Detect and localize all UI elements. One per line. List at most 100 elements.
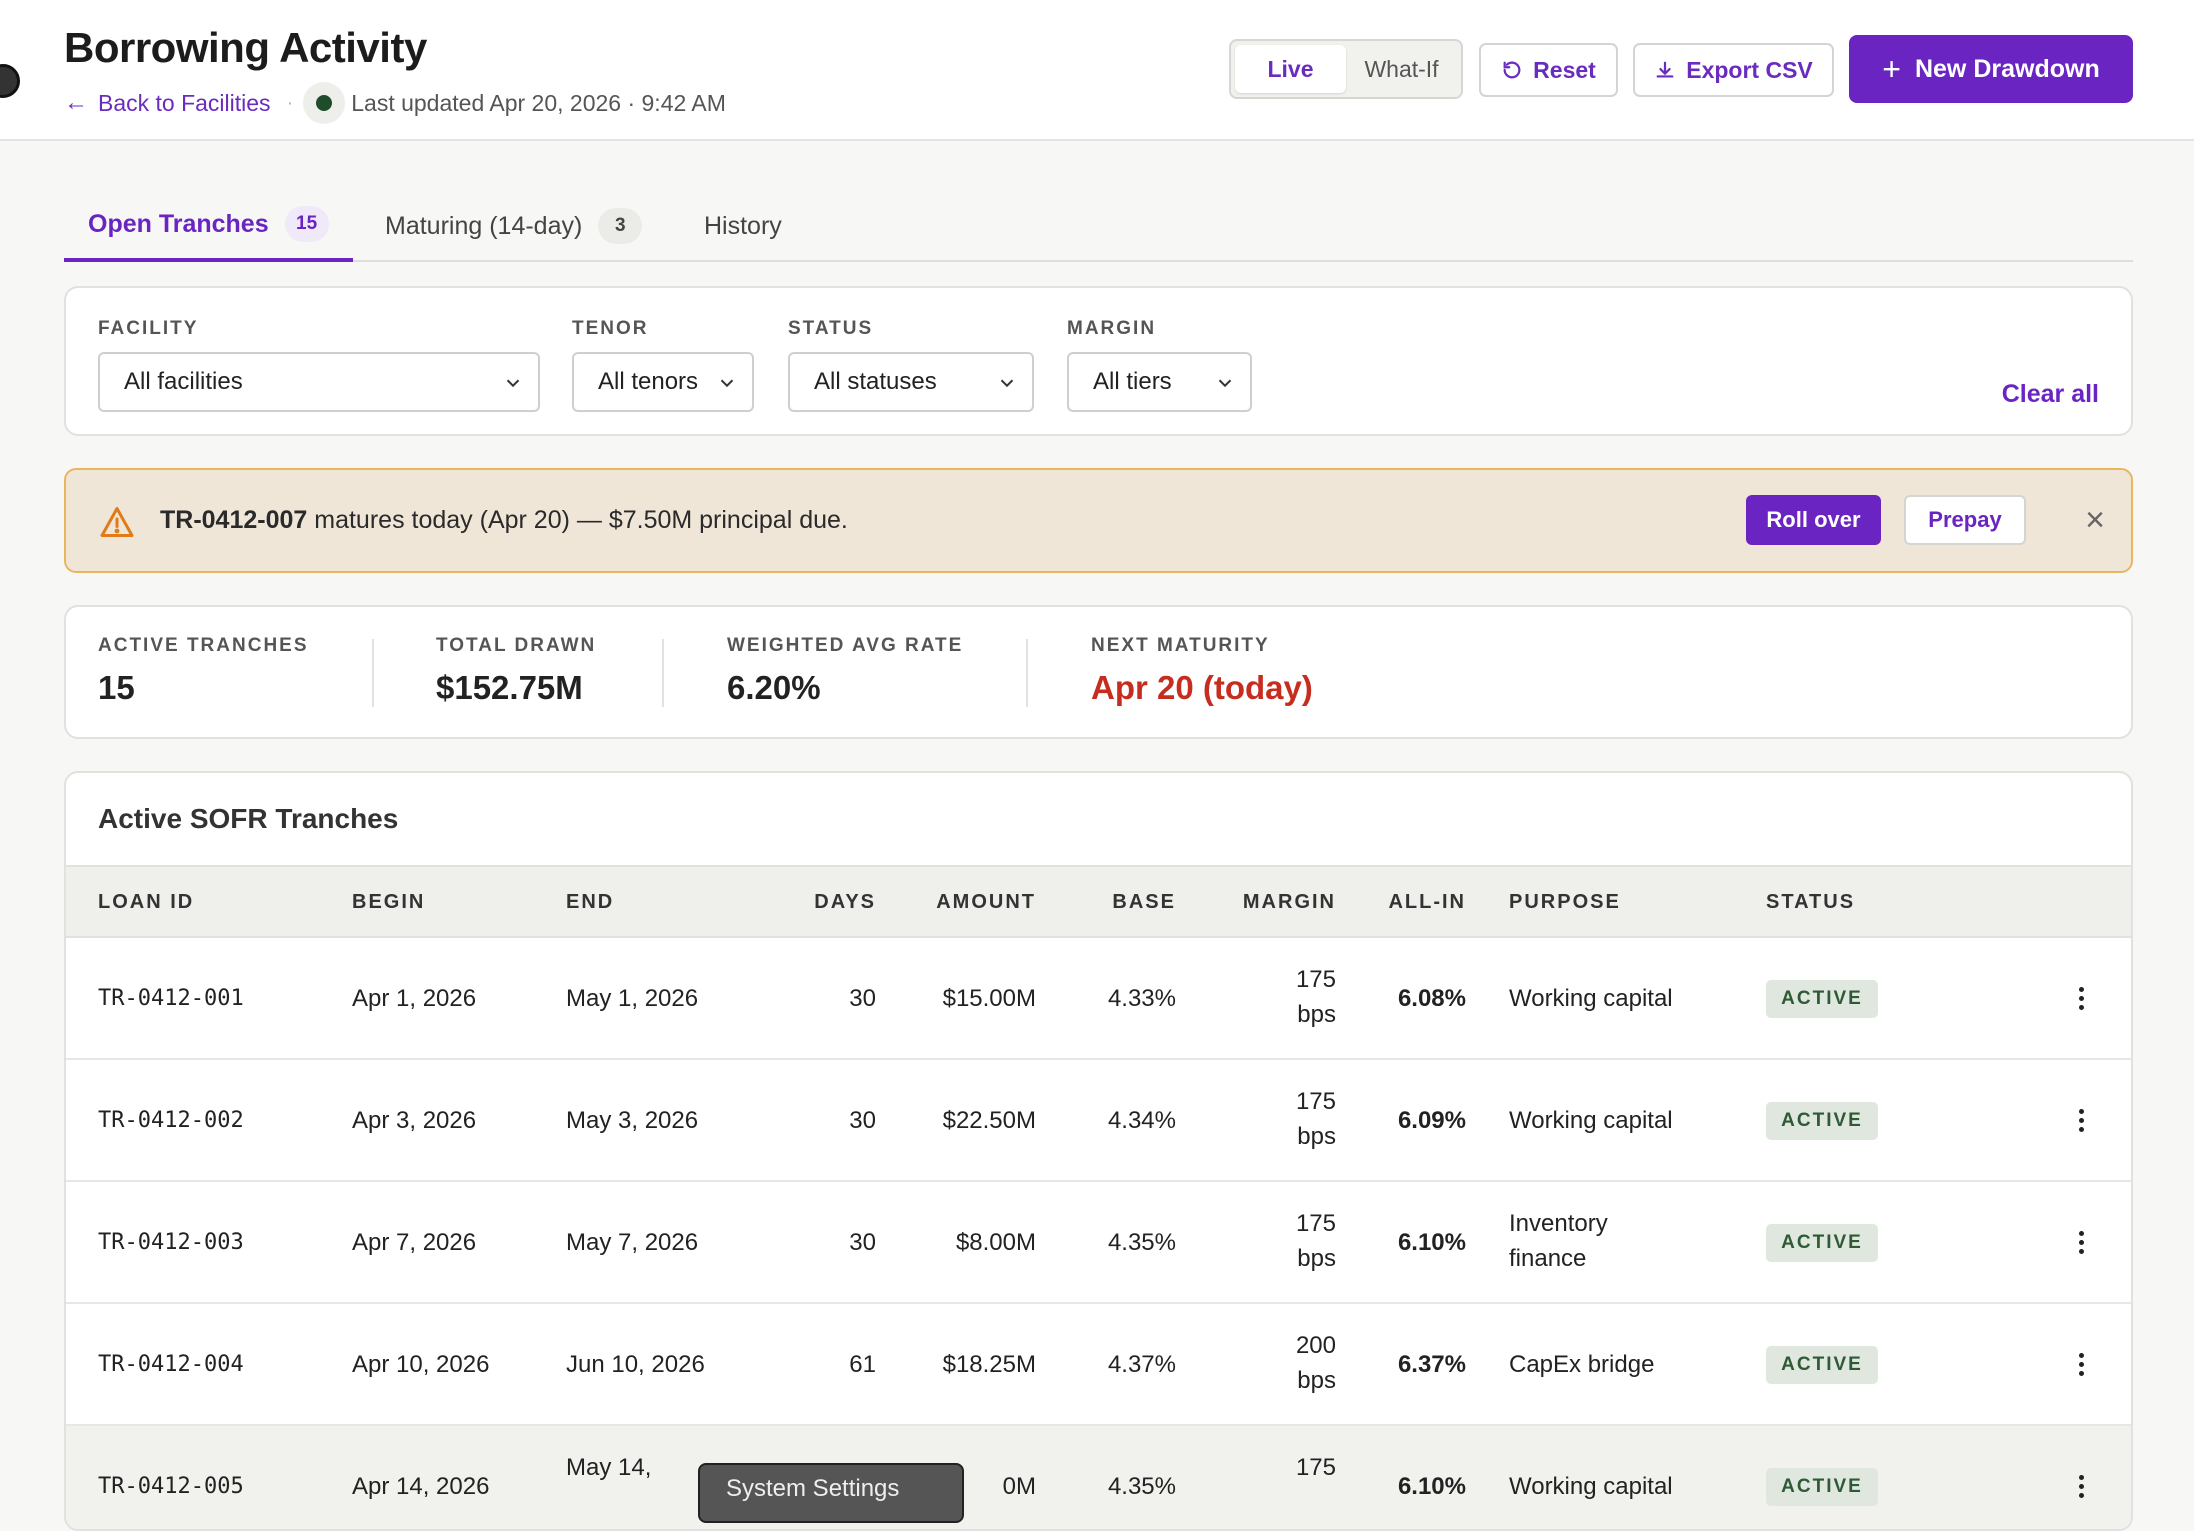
table-row[interactable]: TR-0412-002 Apr 3, 2026 May 3, 2026 30 $22.5… <box>66 1060 2131 1182</box>
purpose-cell: Inventory <box>1509 1210 1608 1237</box>
plus-icon: + <box>1882 51 1901 87</box>
tenor-select[interactable]: All tenors <box>572 352 754 412</box>
header-subline: ← Back to Facilities · Last updated Apr … <box>64 82 726 124</box>
back-link[interactable]: ← Back to Facilities <box>64 90 271 117</box>
column-header[interactable]: ALL-IN <box>1388 891 1466 913</box>
margin-cell: 200 <box>1295 1332 1336 1359</box>
chevron-down-icon <box>1000 379 1014 388</box>
days-cell: 61 <box>849 1351 876 1378</box>
begin-date-cell: Apr 3, 2026 <box>352 1107 477 1134</box>
stat-next-maturity: NEXT MATURITY Apr 20 (today) <box>1091 635 1313 707</box>
more-options-icon[interactable] <box>2066 1468 2096 1504</box>
reset-button[interactable]: Reset <box>1479 43 1618 97</box>
margin-unit-cell: bps <box>1297 1367 1336 1394</box>
end-date-cell: May 14, <box>566 1454 652 1481</box>
live-status-indicator <box>303 82 346 124</box>
status-dot-icon <box>316 95 333 111</box>
window-edge-handle[interactable] <box>0 64 20 98</box>
margin-unit-cell: bps <box>1297 1245 1336 1272</box>
stat-total-drawn: TOTAL DRAWN $152.75M <box>436 635 596 707</box>
table-header: LOAN ID BEGIN END DAYS AMOUNT BASE MARGI… <box>66 865 2131 938</box>
margin-cell: 175 <box>1295 966 1336 993</box>
reset-icon <box>1503 61 1521 79</box>
facility-select-value: All facilities <box>124 368 243 395</box>
days-cell: 30 <box>849 985 876 1012</box>
base-rate-cell: 4.35% <box>1107 1473 1176 1500</box>
days-cell: 30 <box>849 1229 876 1256</box>
stat-value: 15 <box>98 669 135 706</box>
column-header[interactable]: AMOUNT <box>936 891 1036 913</box>
column-header[interactable]: DAYS <box>814 891 876 913</box>
filter-panel: FACILITY All facilities TENOR All tenors… <box>64 286 2133 436</box>
tranches-table: Active SOFR Tranches LOAN ID BEGIN END D… <box>64 771 2133 1531</box>
all-in-rate-cell: 6.37% <box>1397 1351 1466 1378</box>
column-header[interactable]: LOAN ID <box>98 891 195 913</box>
more-options-icon[interactable] <box>2066 1102 2096 1138</box>
system-settings-tooltip: System Settings <box>698 1463 964 1523</box>
margin-select-value: All tiers <box>1093 368 1172 395</box>
facility-select[interactable]: All facilities <box>98 352 540 412</box>
summary-stats: ACTIVE TRANCHES 15 TOTAL DRAWN $152.75M … <box>64 605 2133 739</box>
loan-id-cell: TR-0412-004 <box>98 1352 244 1377</box>
all-in-rate-cell: 6.09% <box>1397 1107 1466 1134</box>
table-row[interactable]: TR-0412-005 Apr 14, 2026 May 14, 0M 4.35% 175… <box>66 1426 2131 1529</box>
tab-label: Maturing (14-day) <box>385 211 583 240</box>
margin-cell: 175 <box>1295 1210 1336 1237</box>
column-header[interactable]: MARGIN <box>1242 891 1336 913</box>
column-header[interactable]: END <box>566 891 615 913</box>
stat-value: $152.75M <box>436 669 583 706</box>
margin-select[interactable]: All tiers <box>1067 352 1252 412</box>
download-icon <box>1656 61 1674 78</box>
export-csv-button[interactable]: Export CSV <box>1633 43 1834 97</box>
tab-label: Open Tranches <box>88 209 269 238</box>
begin-date-cell: Apr 10, 2026 <box>352 1351 490 1378</box>
status-filter-label: STATUS <box>788 318 874 339</box>
table-row[interactable]: TR-0412-004 Apr 10, 2026 Jun 10, 2026 61 $18… <box>66 1304 2131 1426</box>
stat-value: 6.20% <box>727 669 821 706</box>
facility-filter-label: FACILITY <box>98 318 199 339</box>
clear-all-link[interactable]: Clear all <box>2001 380 2099 408</box>
arrow-left-icon: ← <box>64 89 88 116</box>
more-options-icon[interactable] <box>2066 980 2096 1016</box>
column-header[interactable]: PURPOSE <box>1509 891 1621 913</box>
table-row[interactable]: TR-0412-003 Apr 7, 2026 May 7, 2026 30 $8.00… <box>66 1182 2131 1304</box>
mode-whatif-button[interactable]: What-If <box>1364 55 1439 82</box>
export-csv-label: Export CSV <box>1686 56 1813 83</box>
stat-value: Apr 20 (today) <box>1091 669 1313 706</box>
more-options-icon[interactable] <box>2066 1346 2096 1382</box>
maturity-alert: TR-0412-007 matures today (Apr 20) — $7.… <box>64 468 2133 573</box>
table-row[interactable]: TR-0412-001 Apr 1, 2026 May 1, 2026 30 $15.0… <box>66 938 2131 1060</box>
tab-history[interactable]: History <box>704 190 782 262</box>
alert-message-text: matures today (Apr 20) — $7.50M principa… <box>307 506 848 534</box>
tenor-select-value: All tenors <box>598 368 699 395</box>
tab-open-tranches[interactable]: Open Tranches 15 <box>64 190 353 262</box>
status-badge: ACTIVE <box>1766 980 1878 1018</box>
roll-over-button[interactable]: Roll over <box>1746 495 1881 545</box>
tab-maturing[interactable]: Maturing (14-day) 3 <box>385 190 643 262</box>
status-badge: ACTIVE <box>1766 1468 1878 1506</box>
amount-cell: $8.00M <box>955 1229 1036 1256</box>
base-rate-cell: 4.33% <box>1107 985 1176 1012</box>
amount-cell: $18.25M <box>942 1351 1036 1378</box>
begin-date-cell: Apr 14, 2026 <box>352 1473 490 1500</box>
amount-cell: $15.00M <box>942 985 1036 1012</box>
new-drawdown-label: New Drawdown <box>1914 54 2100 83</box>
more-options-icon[interactable] <box>2066 1224 2096 1260</box>
status-select[interactable]: All statuses <box>788 352 1034 412</box>
column-header[interactable]: BASE <box>1112 891 1176 913</box>
new-drawdown-button[interactable]: + New Drawdown <box>1849 35 2133 103</box>
column-header[interactable]: BEGIN <box>352 891 426 913</box>
stat-divider <box>1026 639 1028 707</box>
stat-label: ACTIVE TRANCHES <box>98 635 309 656</box>
stat-divider <box>662 639 664 707</box>
stat-weighted-avg-rate: WEIGHTED AVG RATE 6.20% <box>727 635 963 707</box>
mode-live-button[interactable]: Live <box>1235 45 1346 93</box>
base-rate-cell: 4.35% <box>1107 1229 1176 1256</box>
margin-cell: 175 <box>1295 1454 1336 1481</box>
prepay-button[interactable]: Prepay <box>1904 495 2026 545</box>
status-badge: ACTIVE <box>1766 1102 1878 1140</box>
close-icon[interactable]: × <box>2085 501 2105 539</box>
loan-id-cell: TR-0412-002 <box>98 1108 244 1133</box>
column-header[interactable]: STATUS <box>1766 891 1856 913</box>
margin-unit-cell: bps <box>1297 1123 1336 1150</box>
